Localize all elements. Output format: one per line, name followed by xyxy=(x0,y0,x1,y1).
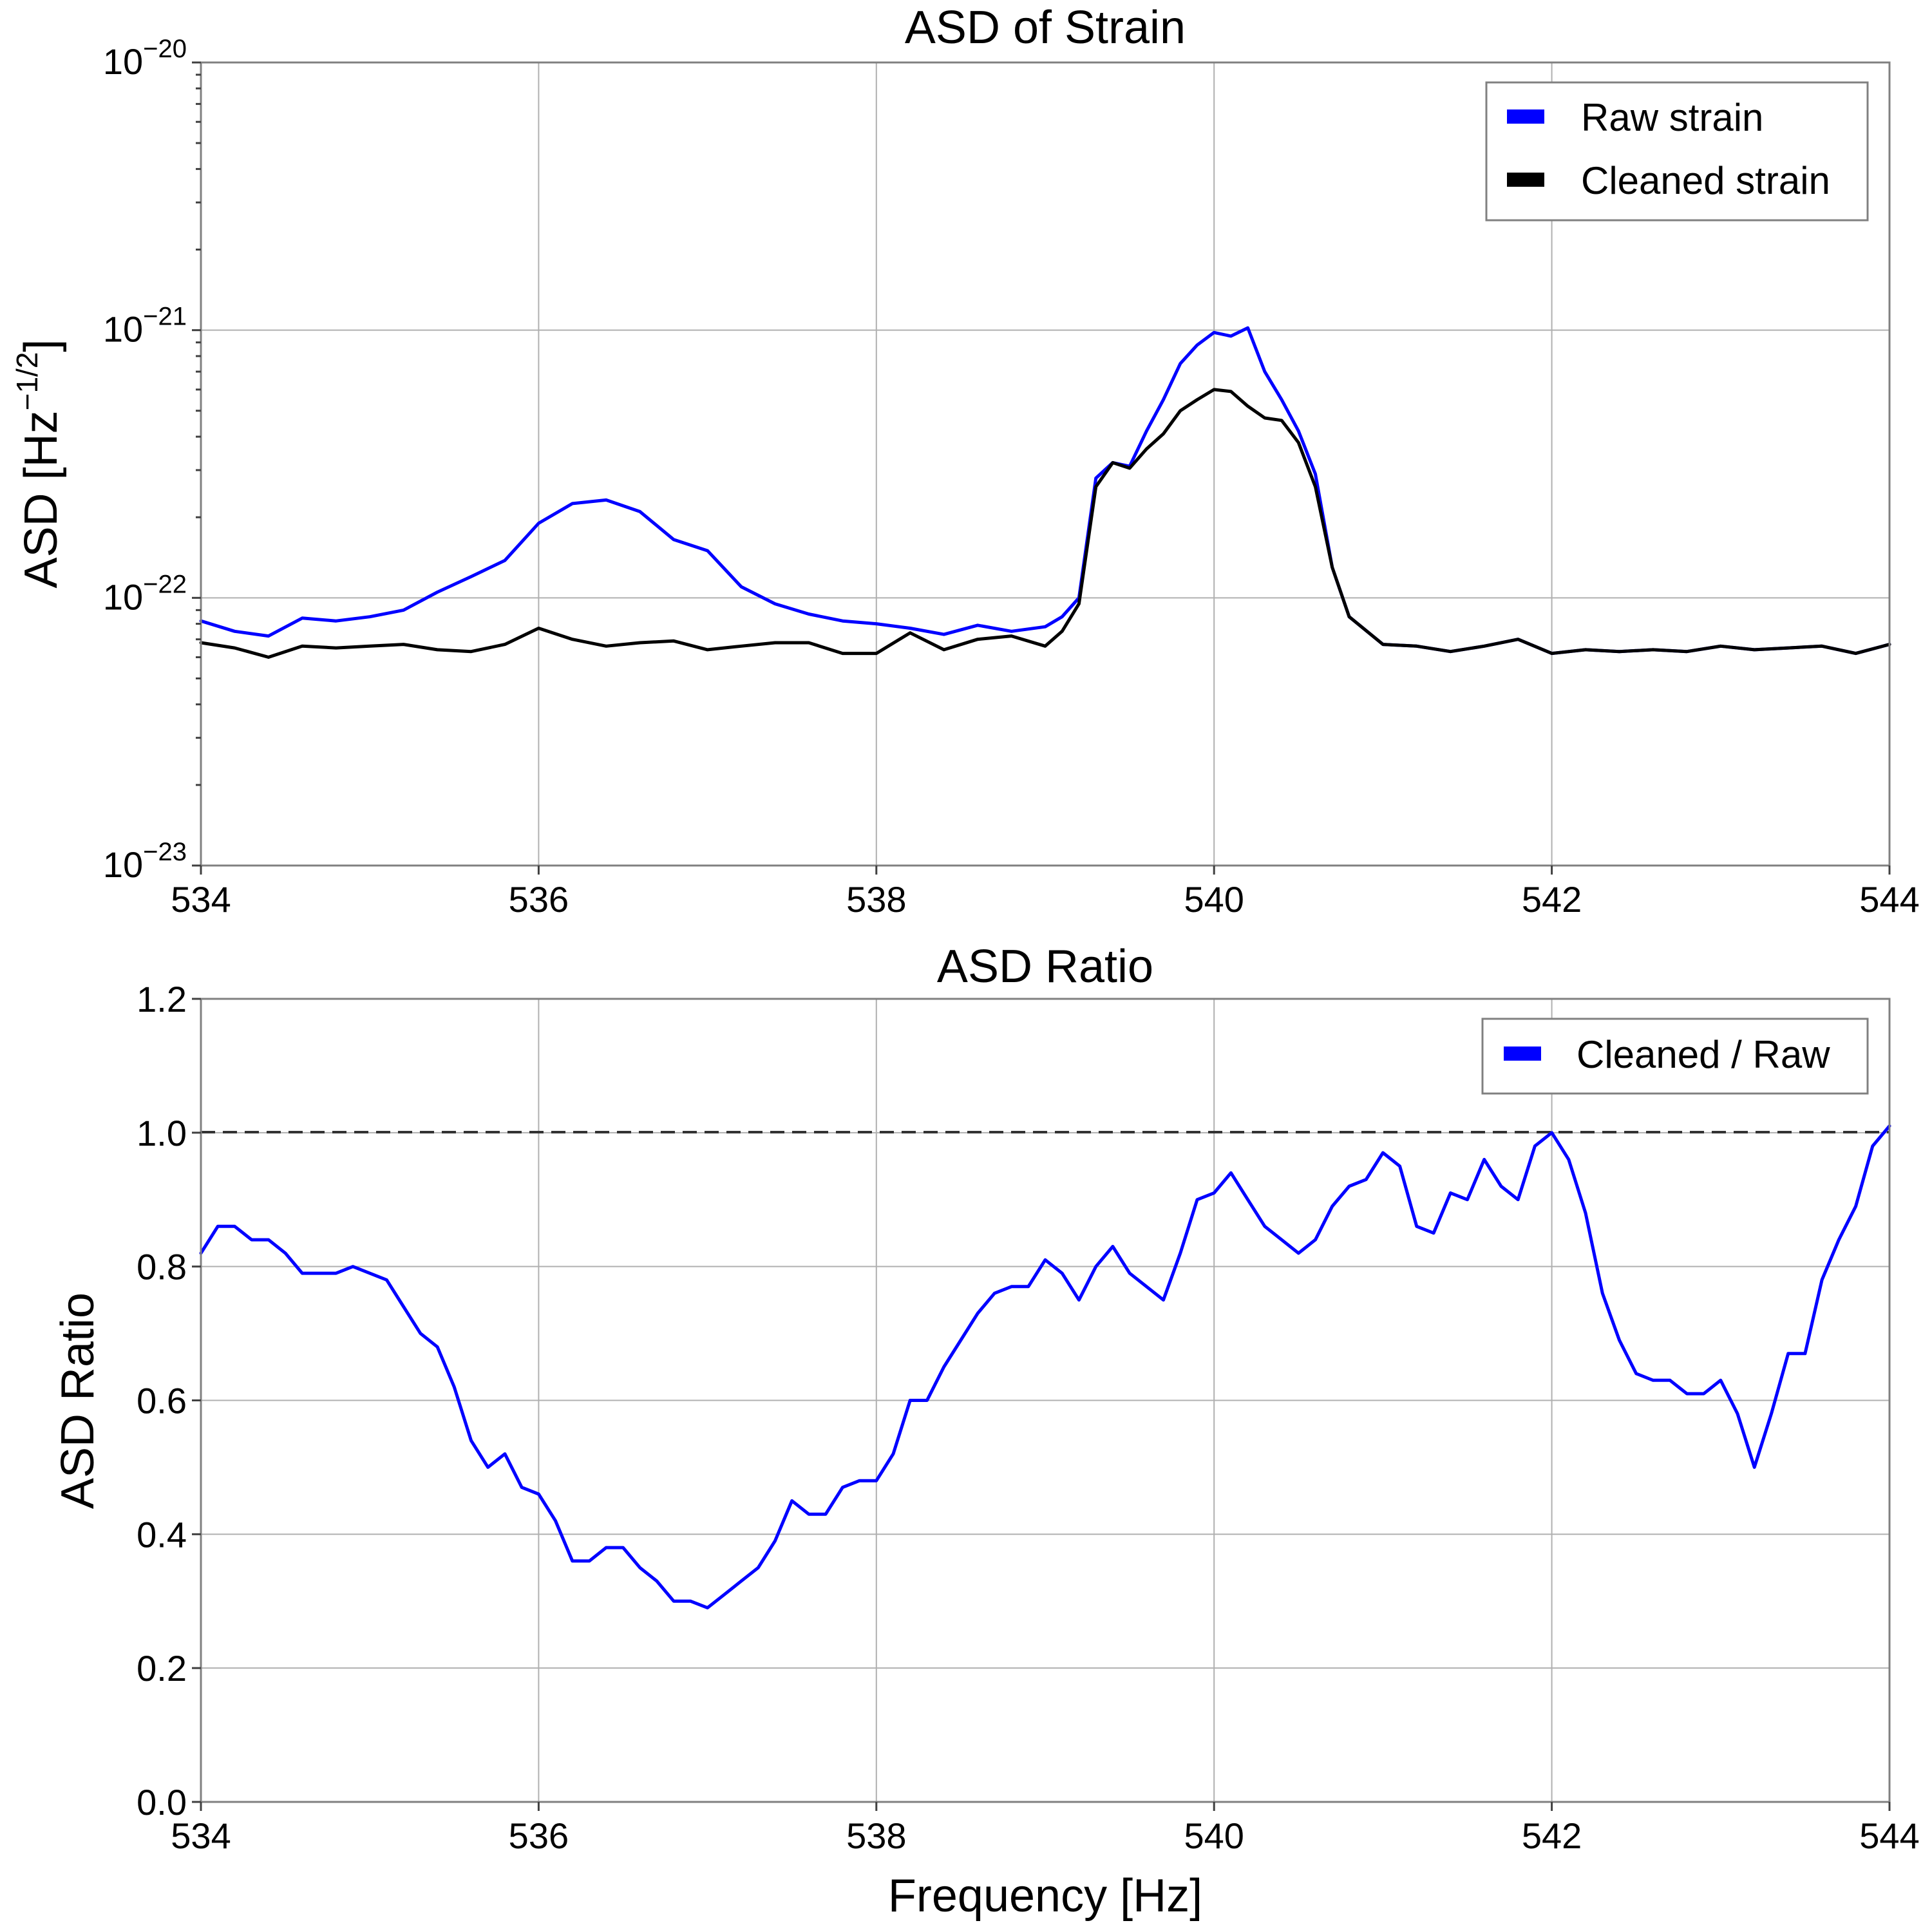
asd-strain-title: ASD of Strain xyxy=(905,2,1186,53)
x-tick-label: 538 xyxy=(846,879,906,920)
legend-swatch-raw-strain xyxy=(1507,109,1544,124)
legend-label-raw-strain: Raw strain xyxy=(1581,96,1763,139)
asd-ratio-grid xyxy=(201,999,1889,1802)
y-tick-label: 10−22 xyxy=(103,570,187,617)
y-tick-label-exp: −21 xyxy=(143,303,187,331)
asd-strain-series xyxy=(199,326,1891,659)
x-tick-label: 538 xyxy=(846,1815,906,1856)
asd-strain-legend-box xyxy=(1485,81,1869,222)
x-tick-label: 540 xyxy=(1184,1815,1244,1856)
y-tick-label: 10−23 xyxy=(103,838,187,885)
x-tick-label: 534 xyxy=(171,879,231,920)
y-tick-label: 0.8 xyxy=(137,1247,187,1287)
x-tick-label: 540 xyxy=(1184,879,1244,920)
y-tick-label: 10−21 xyxy=(103,303,187,350)
y-tick-label-exp: −22 xyxy=(143,570,187,598)
y-tick-label: 0.0 xyxy=(137,1782,187,1823)
series-line-cleaned-strain xyxy=(199,388,1891,659)
asd-strain-legend: Raw strain Cleaned strain xyxy=(1485,81,1869,222)
x-tick-label: 542 xyxy=(1522,1815,1582,1856)
y-tick-label-exp: −23 xyxy=(143,838,187,866)
y-tick-label: 1.2 xyxy=(137,979,187,1019)
y-tick-label: 0.2 xyxy=(137,1648,187,1689)
x-tick-label: 536 xyxy=(509,879,569,920)
y-tick-label: 1.0 xyxy=(137,1113,187,1153)
x-tick-label: 536 xyxy=(509,1815,569,1856)
y-tick-label-base: 10 xyxy=(103,576,143,617)
x-tick-label: 542 xyxy=(1522,879,1582,920)
asd-ratio-series xyxy=(199,1124,1891,1610)
legend-swatch-cleaned-raw xyxy=(1504,1046,1541,1061)
y-tick-label-base: 10 xyxy=(103,41,143,82)
asd-strain-ylabel-close: ] xyxy=(15,339,67,352)
y-tick-label-exp: −20 xyxy=(143,35,187,63)
y-tick-label: 0.4 xyxy=(137,1514,187,1555)
asd-ratio-legend-box xyxy=(1481,1018,1869,1095)
x-tick-label: 534 xyxy=(171,1815,231,1856)
y-tick-label-base: 10 xyxy=(103,844,143,885)
asd-strain-ylabel: ASD [Hz−1/2] xyxy=(10,339,67,589)
legend-swatch-cleaned-strain xyxy=(1507,173,1544,187)
asd-ratio-ylabel: ASD Ratio xyxy=(52,1293,104,1509)
asd-strain-plot-frame xyxy=(200,61,1891,867)
x-tick-label: 544 xyxy=(1859,1815,1919,1856)
asd-strain-ylabel-exp: −1/2 xyxy=(10,352,44,411)
x-tick-label: 544 xyxy=(1859,879,1919,920)
asd-ratio-panel: ASD Ratio 534 536 538 540 542 544 0.0 0.2 0.4 0.6… xyxy=(52,941,1920,1922)
legend-label-cleaned-strain: Cleaned strain xyxy=(1581,159,1830,202)
asd-strain-panel: ASD of Strain 534 536 538 540 542 54410−2310−… xyxy=(10,2,1920,920)
asd-ratio-legend: Cleaned / Raw xyxy=(1481,1018,1869,1095)
series-line-cleaned-raw xyxy=(199,1124,1891,1610)
asd-ratio-xlabel: Frequency [Hz] xyxy=(888,1870,1202,1922)
y-tick-label-base: 10 xyxy=(103,309,143,350)
asd-ratio-title: ASD Ratio xyxy=(937,941,1153,992)
asd-ratio-ticks: 534 536 538 540 542 544 0.0 0.2 0.4 0.6 0.8 1.0 1.2 xyxy=(137,979,1920,1856)
legend-label-cleaned-raw: Cleaned / Raw xyxy=(1577,1033,1830,1076)
asd-strain-ylabel-main: ASD [Hz xyxy=(15,410,67,588)
y-tick-label: 0.6 xyxy=(137,1381,187,1421)
y-tick-label: 10−20 xyxy=(103,35,187,82)
series-line-raw-strain xyxy=(199,326,1891,656)
